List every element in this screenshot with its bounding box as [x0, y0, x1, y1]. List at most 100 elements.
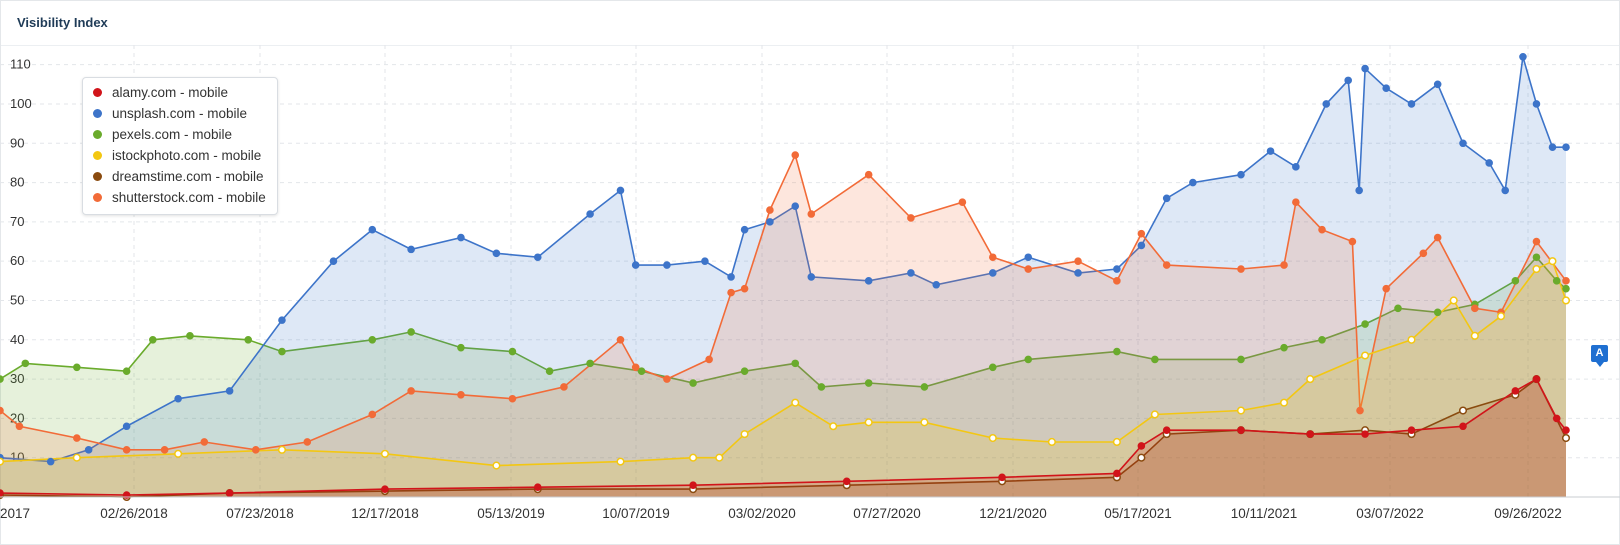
legend-item-shutterstock[interactable]: shutterstock.com - mobile: [93, 187, 266, 207]
data-point: [1348, 237, 1357, 246]
legend-item-alamy[interactable]: alamy.com - mobile: [93, 82, 228, 102]
data-point: [766, 218, 774, 226]
data-point: [1266, 147, 1275, 155]
data-point: [1074, 257, 1082, 265]
data-point: [1024, 253, 1033, 262]
data-point: [21, 359, 30, 368]
data-point: [701, 257, 709, 265]
data-point: [1137, 442, 1146, 450]
data-point: [1552, 414, 1561, 423]
data-point: [1562, 143, 1570, 151]
y-tick-label: 50: [10, 292, 24, 307]
x-tick-label: 10/07/2019: [602, 506, 670, 521]
chart-legend: alamy.com - mobile unsplash.com - mobile…: [82, 77, 278, 215]
data-point: [586, 359, 594, 368]
data-point: [508, 394, 517, 403]
x-tick-label: 12/21/2020: [979, 506, 1047, 521]
data-point: [1280, 343, 1288, 352]
data-point: [1501, 186, 1510, 195]
y-tick-label: 80: [10, 175, 24, 190]
data-point: [0, 406, 4, 415]
data-point: [1024, 355, 1033, 364]
data-point: [1292, 163, 1300, 171]
data-point: [278, 316, 286, 324]
data-point: [631, 261, 640, 269]
data-point: [1419, 249, 1428, 258]
data-point: [988, 253, 997, 262]
data-point: [251, 446, 260, 454]
x-tick-label: 05/17/2021: [1104, 506, 1172, 521]
data-point: [1458, 406, 1468, 415]
data-point: [508, 347, 517, 356]
data-point: [864, 170, 873, 179]
x-tick-label: 12/17/2018: [351, 506, 419, 521]
data-point: [740, 284, 749, 293]
data-point: [1047, 437, 1056, 447]
data-point: [1113, 277, 1121, 285]
data-point: [225, 489, 234, 497]
data-point: [1292, 198, 1300, 207]
data-point: [1433, 308, 1442, 317]
data-point: [1433, 80, 1442, 89]
series-area: [0, 261, 1566, 497]
y-tick-label: 40: [10, 332, 24, 347]
data-point: [1407, 100, 1416, 108]
data-point: [1150, 410, 1159, 419]
x-tick-label: 05/13/2019: [477, 506, 545, 521]
data-point: [533, 483, 542, 491]
data-point: [492, 461, 501, 470]
data-point: [244, 335, 252, 344]
data-point: [791, 398, 800, 407]
data-point: [637, 367, 646, 376]
data-point: [791, 202, 800, 210]
x-tick-label: 07/27/2020: [853, 506, 921, 521]
data-point: [1113, 469, 1121, 478]
y-tick-label: 70: [10, 214, 24, 229]
data-point: [84, 446, 93, 454]
data-point: [407, 245, 415, 254]
data-point: [1279, 398, 1289, 407]
data-point: [560, 383, 568, 391]
data-point: [122, 446, 131, 454]
legend-item-pexels[interactable]: pexels.com - mobile: [93, 124, 232, 144]
data-point: [225, 387, 234, 395]
data-point: [1137, 229, 1146, 238]
data-point: [705, 355, 713, 364]
data-point: [1407, 335, 1416, 344]
data-point: [1306, 430, 1315, 438]
data-point: [1548, 143, 1557, 151]
data-point: [1532, 100, 1541, 108]
data-point: [407, 328, 415, 336]
data-point: [689, 453, 698, 462]
data-point: [303, 438, 312, 446]
data-point: [1511, 277, 1520, 285]
legend-item-unsplash[interactable]: unsplash.com - mobile: [93, 103, 247, 123]
data-point: [0, 457, 5, 466]
data-point: [381, 485, 389, 493]
legend-marker: [93, 192, 102, 202]
data-point: [1113, 265, 1121, 273]
data-point: [766, 206, 774, 214]
y-tick-label: 30: [10, 371, 24, 386]
data-point: [988, 363, 997, 372]
data-point: [368, 225, 377, 234]
data-point: [0, 489, 4, 497]
legend-item-istockphoto[interactable]: istockphoto.com - mobile: [93, 145, 261, 165]
data-point: [1237, 426, 1245, 434]
x-tick-label: 2017: [0, 506, 30, 521]
data-point: [122, 422, 131, 431]
data-point: [1511, 387, 1520, 395]
series-line: [0, 152, 1567, 451]
data-point: [1532, 264, 1541, 274]
data-point: [380, 449, 390, 458]
legend-item-dreamstime[interactable]: dreamstime.com - mobile: [93, 166, 264, 186]
data-point: [1532, 375, 1541, 383]
data-point: [864, 277, 873, 285]
data-point: [1236, 406, 1246, 415]
event-annotation-marker[interactable]: A: [1591, 345, 1608, 367]
data-point: [329, 257, 338, 265]
x-tick-label: 02/26/2018: [100, 506, 168, 521]
data-point: [616, 457, 625, 466]
data-point: [1361, 64, 1369, 73]
data-point: [174, 394, 182, 403]
